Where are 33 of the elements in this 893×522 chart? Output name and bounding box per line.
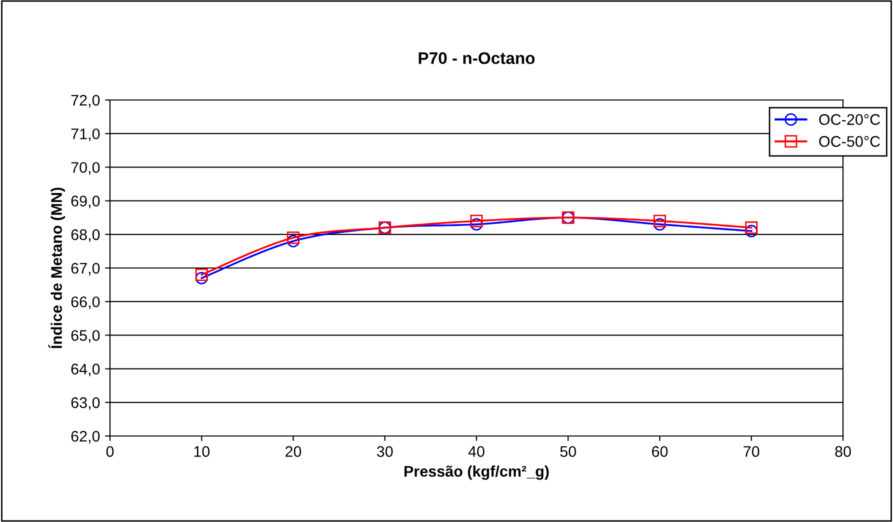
point [287, 232, 300, 244]
chart-title: P70 - n-Octano [418, 52, 535, 64]
y-tick-label: 65,0 [71, 330, 100, 343]
y-axis-title: Índice de Metano (MN) [48, 188, 65, 348]
point [745, 221, 758, 234]
x-tick-label: 0 [106, 446, 114, 457]
y-tick-label: 66,0 [71, 296, 100, 310]
x-tick-label: 60 [652, 446, 668, 457]
x-tick-label: 20 [286, 446, 302, 457]
y-tick-label: 68,0 [71, 229, 100, 242]
y-tick-label: 62,0 [71, 430, 100, 444]
x-tick-label: 70 [744, 446, 760, 457]
y-tick-label: 71,0 [71, 128, 100, 142]
point [654, 218, 666, 231]
y-tick-label: 64,0 [71, 364, 100, 376]
point [195, 272, 208, 284]
point [654, 214, 666, 228]
point [195, 268, 208, 281]
point [470, 218, 483, 231]
y-tick-label: 63,0 [71, 397, 100, 410]
legend-label: OC-50°C [819, 136, 880, 147]
x-tick-label: 30 [376, 446, 393, 457]
x-axis-title: Pressão (kgf/cm²_g) [404, 466, 549, 480]
x-tick-label: 10 [194, 446, 210, 457]
y-tick-label: 70,0 [71, 162, 100, 175]
legend-label: OC-20°C [819, 114, 880, 125]
point [470, 214, 483, 228]
y-tick-label: 69,0 [71, 196, 100, 208]
y-tick-label: 67,0 [71, 262, 100, 276]
y-tick-label: 72,0 [71, 94, 100, 108]
x-tick-label: 40 [468, 446, 484, 457]
x-tick-label: 80 [835, 446, 851, 457]
x-tick-label: 50 [560, 446, 576, 457]
